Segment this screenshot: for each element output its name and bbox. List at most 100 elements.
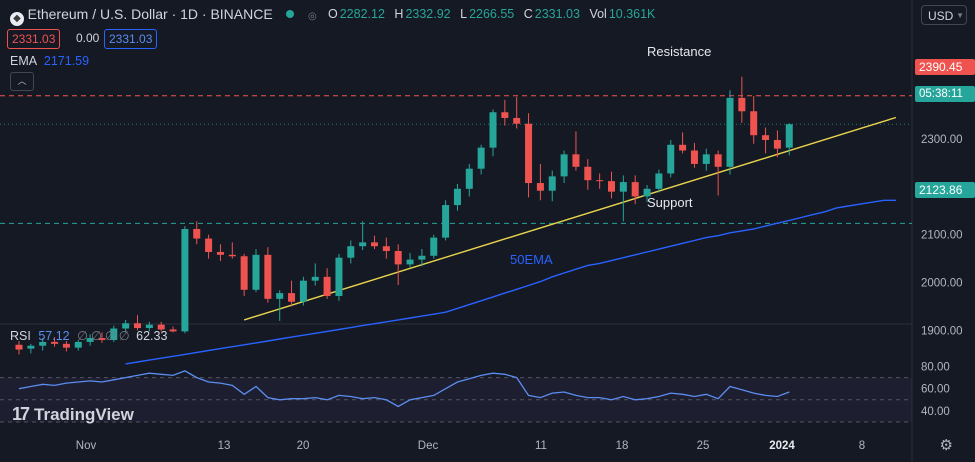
candle-body bbox=[773, 139, 781, 149]
x-tick-label: 18 bbox=[616, 440, 629, 452]
candle-body bbox=[276, 293, 284, 299]
candle-body bbox=[39, 341, 47, 346]
brand-name: TradingView bbox=[34, 404, 134, 424]
candle-body bbox=[702, 154, 710, 164]
rsi-tick-label: 60.00 bbox=[921, 384, 950, 396]
candle-body bbox=[240, 256, 248, 290]
candle-body bbox=[477, 147, 485, 169]
candle-body bbox=[181, 228, 189, 332]
ask-price-box[interactable]: 2331.03 bbox=[104, 29, 158, 49]
rsi-ma-value: 62.33 bbox=[136, 329, 168, 343]
candle-body bbox=[430, 237, 438, 256]
close-value: 2331.03 bbox=[534, 7, 580, 21]
candle-body bbox=[442, 205, 450, 238]
x-tick-label: 2024 bbox=[769, 440, 795, 452]
rsi-label: RSI bbox=[10, 329, 31, 343]
candle-body bbox=[785, 124, 793, 148]
candle-body bbox=[750, 111, 758, 136]
candle-body bbox=[667, 144, 675, 174]
y-tick-label: 2000.00 bbox=[921, 278, 963, 290]
low-value: 2266.55 bbox=[469, 7, 515, 21]
candle-body bbox=[311, 276, 319, 281]
chevron-down-icon: ▼ bbox=[956, 11, 964, 20]
trendline bbox=[243, 116, 897, 321]
candle-body bbox=[679, 144, 687, 151]
candle-body bbox=[655, 173, 663, 189]
candle-body bbox=[418, 255, 426, 260]
candle-body bbox=[465, 168, 473, 189]
candle-body bbox=[406, 259, 414, 265]
close-label: C bbox=[523, 7, 533, 21]
candle-body bbox=[489, 112, 497, 148]
ethereum-icon: ◆ bbox=[10, 12, 24, 26]
candle-body bbox=[335, 257, 343, 296]
rsi-tick-label: 80.00 bbox=[921, 362, 950, 374]
y-tick-label: 1900.00 bbox=[921, 325, 963, 337]
candle-body bbox=[299, 280, 307, 302]
candle-body bbox=[228, 254, 236, 257]
x-tick-label: 11 bbox=[535, 440, 547, 452]
candle-body bbox=[27, 345, 35, 349]
candle-body bbox=[584, 166, 592, 181]
candle-body bbox=[216, 251, 224, 255]
candle-body bbox=[145, 324, 153, 329]
candle-body bbox=[62, 343, 70, 348]
candle-body bbox=[51, 341, 59, 344]
candle-body bbox=[619, 182, 627, 192]
candle-body bbox=[98, 338, 106, 340]
candle-body bbox=[548, 176, 556, 191]
candle-body bbox=[394, 250, 402, 265]
symbol-title[interactable]: Ethereum / U.S. Dollar · 1D · BINANCE bbox=[27, 6, 273, 22]
hidden-value-icons: ∅∅∅∅ bbox=[77, 329, 133, 343]
x-tick-label: 8 bbox=[859, 440, 865, 452]
candle-body bbox=[631, 182, 639, 197]
x-tick-label: Dec bbox=[418, 440, 439, 452]
x-tick-label: 25 bbox=[697, 440, 710, 452]
candle-body bbox=[193, 228, 201, 239]
tradingview-logo: 17 TradingView bbox=[12, 404, 134, 425]
candle-body bbox=[371, 242, 378, 247]
x-tick-label: 13 bbox=[218, 440, 231, 452]
support-price-tag: 2123.86 bbox=[915, 182, 975, 198]
collapse-legend-button[interactable]: ︿ bbox=[10, 72, 34, 91]
x-tick-label: 20 bbox=[297, 440, 310, 452]
volume-label: Vol bbox=[589, 7, 607, 21]
candle-body bbox=[690, 150, 698, 164]
rsi-legend: RSI 57.12 ∅∅∅∅ 62.33 bbox=[10, 328, 167, 343]
candle-body bbox=[572, 154, 580, 167]
resistance-label: Resistance bbox=[647, 44, 712, 59]
open-value: 2282.12 bbox=[339, 7, 385, 21]
currency-selector[interactable]: USD ▼ bbox=[921, 5, 967, 25]
candle-body bbox=[726, 97, 734, 167]
bid-price-box[interactable]: 2331.03 bbox=[7, 29, 61, 49]
gear-icon[interactable]: ⚙ bbox=[939, 437, 953, 454]
candle-body bbox=[157, 324, 165, 330]
candle-body bbox=[288, 293, 296, 302]
volume-value: 10.361K bbox=[608, 7, 656, 21]
ema-label: EMA bbox=[10, 54, 37, 68]
candle-body bbox=[264, 254, 272, 299]
candle-body bbox=[501, 112, 509, 118]
market-status-dot bbox=[286, 10, 295, 18]
open-label: O bbox=[328, 7, 338, 21]
resistance-price-tag: 2390.45 bbox=[915, 59, 975, 75]
rsi-line bbox=[18, 370, 790, 408]
eye-icon[interactable]: ◎ bbox=[307, 11, 317, 22]
rsi-tick-label: 40.00 bbox=[921, 406, 950, 418]
candle-body bbox=[15, 344, 23, 350]
candle-body bbox=[608, 181, 615, 192]
support-label: Support bbox=[647, 195, 693, 210]
y-tick-label: 2300.00 bbox=[921, 134, 963, 146]
ohlc-readout: O 2282.12 H 2332.92 L 2266.55 C 2331.03 Vol 1… bbox=[328, 7, 657, 21]
candle-body bbox=[359, 242, 367, 247]
candle-body bbox=[252, 254, 260, 290]
candle-body bbox=[347, 246, 355, 258]
candle-body bbox=[536, 183, 544, 191]
candle-body bbox=[714, 154, 722, 167]
spread-value: 0.00 bbox=[76, 31, 100, 45]
symbol-header: ◆ Ethereum / U.S. Dollar · 1D · BINANCE … bbox=[10, 6, 317, 26]
x-tick-label: Nov bbox=[76, 440, 97, 452]
candle-body bbox=[596, 180, 604, 182]
